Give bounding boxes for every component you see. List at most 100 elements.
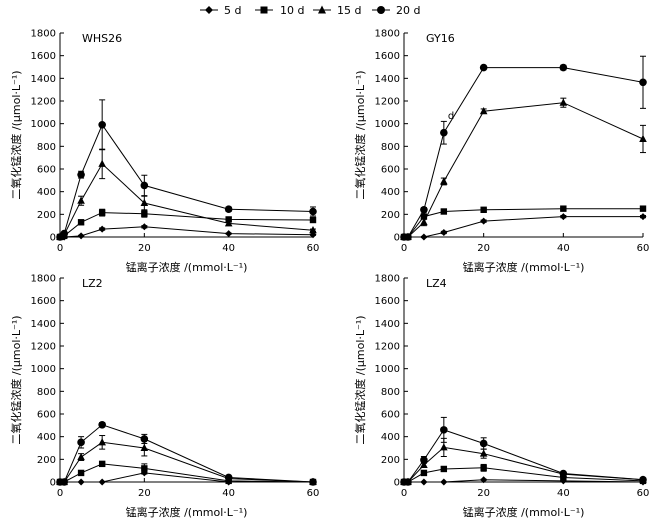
- data-point: [560, 205, 567, 212]
- data-point: [639, 213, 647, 221]
- y-tick-label: 0: [50, 233, 56, 244]
- series-line: [404, 208, 643, 238]
- data-point: [224, 473, 233, 482]
- data-point: [440, 426, 448, 434]
- data-point: [440, 478, 448, 486]
- y-tick-label: 200: [37, 210, 56, 221]
- y-tick-label: 1400: [31, 319, 56, 330]
- square-marker-icon: [260, 6, 268, 14]
- legend-label-15d: 15 d: [337, 4, 361, 17]
- data-point: [77, 219, 85, 226]
- series-line: [404, 429, 644, 483]
- y-tick-label: 1400: [375, 319, 400, 330]
- chart-panel-whs26: 0 200 400 600 800 1000 1200 1400 1600 1800 0 20 40 60…: [9, 29, 319, 275]
- data-point: [480, 206, 487, 213]
- y-tick-label: 0: [394, 233, 400, 244]
- data-point: [98, 438, 106, 446]
- y-tick-label: 600: [37, 410, 56, 421]
- y-tick-label: 1000: [31, 119, 56, 130]
- x-tick-label: 60: [637, 488, 650, 499]
- data-point: [140, 198, 149, 206]
- data-point: [404, 233, 412, 241]
- data-point: [98, 159, 106, 167]
- y-tick-label: 1400: [31, 74, 56, 85]
- x-tick-label: 60: [307, 488, 320, 499]
- data-point: [98, 121, 106, 129]
- x-axis-label: 锰离子浓度 /(mmol·L⁻¹): [126, 260, 248, 274]
- legend-entry-5d: 5 d: [200, 4, 241, 17]
- data-point: [479, 449, 488, 457]
- data-point: [140, 181, 149, 190]
- y-axis-label: 二氧化锰浓度 /(μmol·L⁻¹): [9, 70, 23, 199]
- x-tick-label: 0: [57, 488, 63, 499]
- chart-panel-lz4: 0 200 400 600 800 1000 1200 1400 1600 1800 0 20 40 60…: [353, 274, 649, 520]
- data-point: [224, 219, 233, 227]
- y-tick-label: 400: [37, 432, 56, 443]
- series-line: [59, 163, 314, 238]
- y-tick-label: 600: [381, 410, 400, 421]
- y-axis-label: 二氧化锰浓度 /(μmol·L⁻¹): [353, 315, 367, 444]
- series-line: [60, 463, 314, 483]
- series-line: [60, 226, 314, 238]
- data-point: [440, 465, 448, 473]
- chart-panel-lz2: 0 200 400 600 800 1000 1200 1400 1600 1800 0 20 40 60…: [9, 274, 319, 520]
- y-tick-label: 1200: [31, 97, 56, 108]
- diamond-marker-icon: [205, 6, 213, 14]
- y-tick-label: 1000: [375, 119, 400, 130]
- triangle-marker-icon: [318, 5, 326, 14]
- chart-title: WHS26: [82, 32, 122, 45]
- legend-label-10d: 10 d: [280, 4, 304, 17]
- y-tick-label: 0: [50, 478, 56, 489]
- chart-title: LZ2: [82, 277, 103, 290]
- data-point: [309, 226, 317, 234]
- x-tick-label: 20: [477, 488, 490, 499]
- y-tick-label: 600: [381, 165, 400, 176]
- chart-annotation: d: [448, 111, 454, 122]
- x-tick-label: 20: [477, 243, 490, 254]
- y-tick-label: 1000: [31, 364, 56, 375]
- x-tick-label: 60: [637, 243, 650, 254]
- data-point: [98, 478, 106, 486]
- x-tick-label: 40: [222, 243, 235, 254]
- y-tick-label: 400: [37, 187, 56, 198]
- data-point: [77, 478, 85, 486]
- data-point: [224, 205, 233, 214]
- data-point: [420, 233, 428, 241]
- data-point: [77, 196, 85, 204]
- legend: 5 d 10 d 15 d 20 d: [200, 4, 420, 17]
- data-point: [98, 460, 106, 468]
- chart-title: GY16: [426, 32, 455, 45]
- y-tick-label: 1200: [31, 342, 56, 353]
- y-axis-label: 二氧化锰浓度 /(μmol·L⁻¹): [353, 70, 367, 199]
- data-point: [440, 228, 448, 236]
- data-point: [141, 210, 148, 217]
- data-point: [559, 63, 568, 72]
- data-point: [140, 443, 149, 451]
- data-point: [639, 78, 647, 87]
- data-point: [479, 63, 488, 72]
- data-point: [420, 456, 428, 464]
- x-tick-label: 60: [307, 243, 320, 254]
- legend-label-5d: 5 d: [224, 4, 241, 17]
- data-point: [309, 207, 317, 216]
- x-axis-label: 锰离子浓度 /(mmol·L⁻¹): [126, 505, 248, 519]
- data-point: [639, 205, 647, 212]
- legend-entry-20d: 20 d: [372, 4, 420, 17]
- data-point: [309, 478, 317, 486]
- y-tick-label: 200: [381, 455, 400, 466]
- data-point: [420, 469, 428, 477]
- x-tick-label: 40: [222, 488, 235, 499]
- y-tick-label: 800: [37, 142, 56, 153]
- data-point: [440, 128, 448, 137]
- y-tick-label: 400: [381, 432, 400, 443]
- y-tick-label: 800: [381, 142, 400, 153]
- series-line: [60, 441, 314, 483]
- y-tick-label: 1800: [31, 274, 56, 285]
- chart-title: LZ4: [426, 277, 447, 290]
- y-axis-label: 二氧化锰浓度 /(μmol·L⁻¹): [9, 315, 23, 444]
- x-tick-label: 40: [557, 243, 570, 254]
- data-point: [480, 464, 487, 472]
- y-tick-label: 1800: [31, 29, 56, 40]
- y-tick-label: 200: [381, 210, 400, 221]
